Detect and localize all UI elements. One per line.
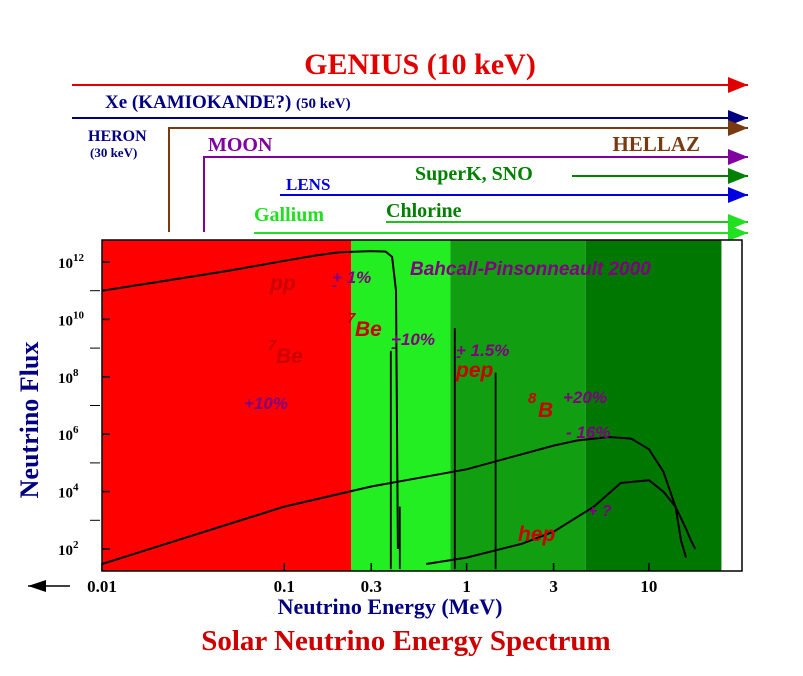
annotations: Bahcall-Pinsonneault 2000 pp + 1% - 7 Be… <box>244 259 651 546</box>
be7a-superscript: 7 <box>268 337 277 354</box>
moon-arrow <box>203 149 748 232</box>
b8-uncertainty-minus: - 16% <box>566 423 610 442</box>
hellaz-label: HELLAZ <box>612 132 700 156</box>
x-tick-label-4: 3 <box>549 577 558 596</box>
y-tick-label-1: 104 <box>58 482 79 502</box>
chart-title: Solar Neutrino Energy Spectrum <box>201 625 610 657</box>
energy-region-0 <box>102 240 352 571</box>
x-tick-label-2: 0.3 <box>361 577 382 596</box>
x-tick-label-5: 10 <box>640 577 657 596</box>
be7b-superscript: 7 <box>347 310 356 327</box>
detector-thresholds: GENIUS (10 keV) Xe (KAMIOKANDE?) (50 keV… <box>72 48 748 241</box>
y-axis-title: Neutrino Flux <box>15 342 44 499</box>
hep-label: hep <box>518 523 556 546</box>
be7a-label: Be <box>276 345 303 368</box>
pep-uncertainty-minus: - <box>456 348 461 365</box>
be7a-uncertainty: +10% <box>244 394 288 413</box>
x-axis-ticks: 0.01 0.1 0.3 1 3 10 <box>87 563 657 596</box>
series-hep-2 <box>426 479 697 565</box>
y-tick-label-2: 106 <box>58 424 79 444</box>
moon-label: MOON <box>208 134 273 156</box>
energy-region-1 <box>351 240 451 571</box>
plot-frame <box>101 239 743 572</box>
chart-subtitle: Bahcall-Pinsonneault 2000 <box>410 259 651 280</box>
y-axis-ticks: 102 104 106 108 1010 1012 <box>58 252 110 559</box>
energy-regions <box>102 240 722 571</box>
energy-region-2 <box>450 240 586 571</box>
superk-label: SuperK, SNO <box>415 163 533 185</box>
be7b-uncertainty: +10% <box>391 330 435 349</box>
y-tick-label-0: 102 <box>58 539 79 559</box>
heron-arrow <box>168 120 748 232</box>
gallium-label: Gallium <box>254 204 324 226</box>
pp-uncertainty-minus: - <box>332 277 337 294</box>
pep-uncertainty: + 1.5% <box>456 341 509 360</box>
y-tick-label-4: 1010 <box>58 309 85 329</box>
x-tick-label-1: 0.1 <box>274 577 295 596</box>
y-tick-label-5: 1012 <box>58 252 85 272</box>
x-tick-label-0: 0.01 <box>87 577 117 596</box>
be7b-label: Be <box>355 318 382 341</box>
b8-label: B <box>538 399 553 422</box>
x-axis-title: Neutrino Energy (MeV) <box>278 594 503 619</box>
be7b-uncertainty-minus: - <box>391 339 396 356</box>
pp-uncertainty: + 1% <box>332 268 371 287</box>
lens-label: LENS <box>286 175 330 194</box>
pp-label: pp <box>269 272 296 295</box>
b8-superscript: 8 <box>528 390 537 407</box>
heron-label: HERON <box>88 128 147 145</box>
genius-label: GENIUS (10 keV) <box>304 48 536 81</box>
heron-threshold: (30 keV) <box>90 145 137 160</box>
flux-curves <box>101 250 697 570</box>
pep-label: pep <box>455 359 494 382</box>
y-tick-label-3: 108 <box>58 367 79 387</box>
hep-uncertainty: + ? <box>588 503 612 520</box>
x-tick-label-3: 1 <box>462 577 471 596</box>
b8-uncertainty-plus: +20% <box>563 388 607 407</box>
xe-label: Xe (KAMIOKANDE?) (50 keV) <box>105 92 351 113</box>
energy-region-3 <box>585 240 722 571</box>
series-pp-0 <box>101 250 399 550</box>
chlorine-label: Chlorine <box>386 200 462 222</box>
